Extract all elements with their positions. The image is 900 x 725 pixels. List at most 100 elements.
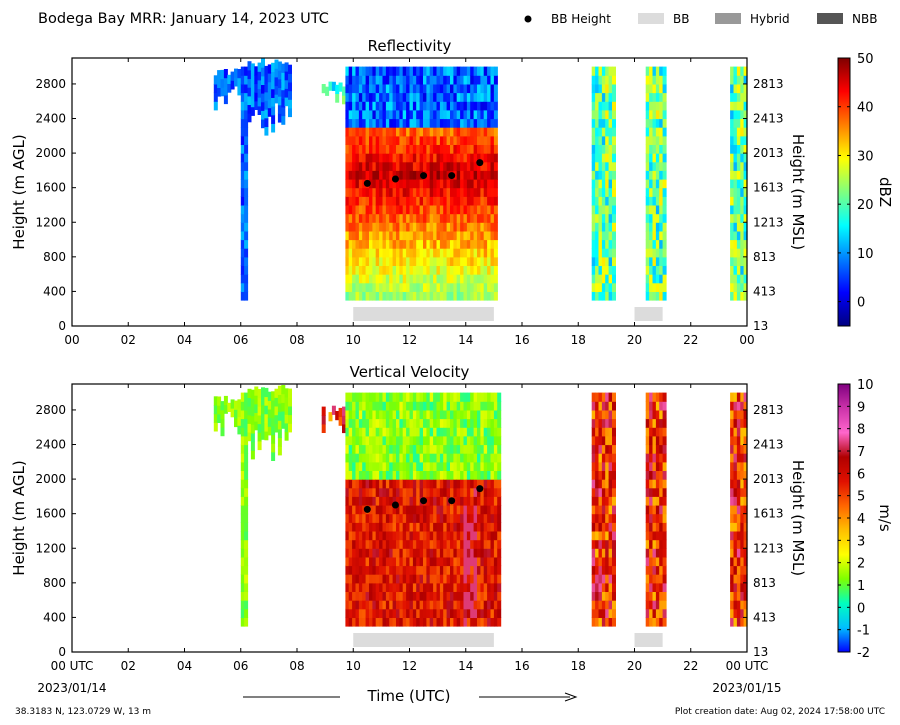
velocity-colorbar-tick-label-2: 0 xyxy=(857,601,865,616)
reflectivity-colorbar-tick-label-5: 50 xyxy=(857,52,874,67)
legend-nbb-swatch xyxy=(817,13,843,24)
velocity-y2-tick-label-1: 413 xyxy=(753,610,776,624)
velocity-colorbar-tick-label-11: 9 xyxy=(857,400,865,415)
velocity-colorbar-tick-label-9: 7 xyxy=(857,445,865,460)
reflectivity-y-tick-label-1: 400 xyxy=(43,284,66,298)
reflectivity-bb-period-1 xyxy=(634,307,663,321)
start-date-label: 2023/01/14 xyxy=(37,681,106,695)
velocity-y2-tick-label-5: 2013 xyxy=(753,472,784,486)
reflectivity-colorbar-tick-label-2: 20 xyxy=(857,198,874,213)
velocity-x-tick-label-6: 12 xyxy=(402,659,417,673)
legend-bb-swatch xyxy=(638,13,664,24)
reflectivity-x-tick-label-12: 00 xyxy=(739,333,754,347)
reflectivity-y2-tick-label-3: 1213 xyxy=(753,215,784,229)
velocity-x-tick-label-11: 22 xyxy=(683,659,698,673)
creation-date-text: Plot creation date: Aug 02, 2024 17:58:0… xyxy=(675,707,885,717)
velocity-x-tick-label-1: 02 xyxy=(121,659,136,673)
reflectivity-x-tick-label-4: 08 xyxy=(289,333,304,347)
velocity-y2-tick-label-2: 813 xyxy=(753,576,776,590)
reflectivity-x-tick-label-10: 20 xyxy=(627,333,642,347)
legend-bb-height-marker xyxy=(524,15,532,23)
velocity-colorbar-tick-label-0: -2 xyxy=(857,646,870,661)
velocity-x-tick-label-0: 00 UTC xyxy=(51,659,94,673)
reflectivity-x-tick-label-5: 10 xyxy=(346,333,361,347)
velocity-colorbar-tick-label-7: 5 xyxy=(857,490,865,505)
velocity-y-tick-label-3: 1200 xyxy=(35,541,66,555)
reflectivity-bb-height-point-3 xyxy=(448,172,456,180)
reflectivity-title: Reflectivity xyxy=(368,37,452,55)
velocity-bb-period-1 xyxy=(634,633,663,647)
velocity-y-tick-label-4: 1600 xyxy=(35,507,66,521)
velocity-bb-height-point-4 xyxy=(476,485,484,493)
legend-bb-label: BB xyxy=(673,12,689,26)
reflectivity-bb-height-point-4 xyxy=(476,159,484,167)
velocity-title: Vertical Velocity xyxy=(350,363,470,381)
reflectivity-y2-tick-label-6: 2413 xyxy=(753,112,784,126)
velocity-y2-axis-label: Height (m MSL) xyxy=(789,460,807,576)
figure-title: Bodega Bay MRR: January 14, 2023 UTC xyxy=(38,11,329,27)
velocity-y2-tick-label-6: 2413 xyxy=(753,438,784,452)
velocity-y2-tick-label-4: 1613 xyxy=(753,507,784,521)
reflectivity-x-tick-label-7: 14 xyxy=(458,333,473,347)
velocity-x-tick-label-7: 14 xyxy=(458,659,473,673)
reflectivity-y2-tick-label-7: 2813 xyxy=(753,77,784,91)
reflectivity-x-tick-label-9: 18 xyxy=(571,333,586,347)
velocity-x-tick-label-5: 10 xyxy=(346,659,361,673)
reflectivity-y-tick-label-0: 0 xyxy=(58,319,66,333)
reflectivity-y-axis-label: Height (m AGL) xyxy=(10,134,28,249)
reflectivity-y2-tick-label-1: 413 xyxy=(753,284,776,298)
velocity-x-tick-label-12: 00 UTC xyxy=(726,659,769,673)
velocity-x-tick-label-8: 16 xyxy=(514,659,529,673)
velocity-colorbar-tick-label-8: 6 xyxy=(857,467,865,482)
reflectivity-y2-axis-label: Height (m MSL) xyxy=(789,134,807,250)
legend-hybrid-swatch xyxy=(715,13,741,24)
reflectivity-y-tick-label-2: 800 xyxy=(43,250,66,264)
reflectivity-x-tick-label-6: 12 xyxy=(402,333,417,347)
reflectivity-colorbar-tick-label-3: 30 xyxy=(857,149,874,164)
velocity-y-tick-label-1: 400 xyxy=(43,610,66,624)
reflectivity-bb-height-point-1 xyxy=(391,175,399,183)
velocity-colorbar-tick-label-10: 8 xyxy=(857,423,865,438)
velocity-x-tick-label-3: 06 xyxy=(233,659,248,673)
velocity-y-tick-label-6: 2400 xyxy=(35,438,66,452)
velocity-colorbar-tick-label-3: 1 xyxy=(857,579,865,594)
velocity-colorbar-tick-label-1: -1 xyxy=(857,624,870,639)
velocity-y-tick-label-5: 2000 xyxy=(35,472,66,486)
velocity-y-tick-label-0: 0 xyxy=(58,645,66,659)
velocity-y-tick-label-7: 2800 xyxy=(35,403,66,417)
reflectivity-x-tick-label-2: 04 xyxy=(177,333,192,347)
reflectivity-colorbar xyxy=(837,57,851,327)
end-date-label: 2023/01/15 xyxy=(712,681,781,695)
time-arrow-head xyxy=(564,692,578,702)
velocity-bb-height-point-0 xyxy=(363,505,371,513)
reflectivity-bb-height-point-0 xyxy=(363,179,371,187)
reflectivity-x-tick-label-0: 00 xyxy=(64,333,79,347)
velocity-x-tick-label-10: 20 xyxy=(627,659,642,673)
reflectivity-colorbar-tick-label-1: 10 xyxy=(857,247,874,262)
reflectivity-colorbar-label: dBZ xyxy=(876,177,894,207)
location-text: 38.3183 N, 123.0729 W, 13 m xyxy=(15,707,151,717)
reflectivity-bb-height-point-2 xyxy=(420,172,428,180)
velocity-bb-height-point-2 xyxy=(420,497,428,505)
velocity-colorbar-tick-label-4: 2 xyxy=(857,557,865,572)
reflectivity-heatmap xyxy=(213,58,748,301)
velocity-x-tick-label-2: 04 xyxy=(177,659,192,673)
velocity-y2-tick-label-3: 1213 xyxy=(753,541,784,555)
reflectivity-y-tick-label-6: 2400 xyxy=(35,112,66,126)
velocity-colorbar-tick-label-6: 4 xyxy=(857,512,865,527)
x-axis-label: Time (UTC) xyxy=(367,687,451,705)
reflectivity-x-tick-label-11: 22 xyxy=(683,333,698,347)
velocity-y-axis-label: Height (m AGL) xyxy=(10,460,28,575)
reflectivity-y2-tick-label-2: 813 xyxy=(753,250,776,264)
reflectivity-y-tick-label-7: 2800 xyxy=(35,77,66,91)
reflectivity-bb-period-0 xyxy=(353,307,494,321)
legend-hybrid-label: Hybrid xyxy=(750,12,790,26)
velocity-bb-period-0 xyxy=(353,633,494,647)
reflectivity-y-tick-label-3: 1200 xyxy=(35,215,66,229)
velocity-bb-height-point-3 xyxy=(448,497,456,505)
velocity-bb-height-point-1 xyxy=(391,501,399,509)
reflectivity-x-tick-label-1: 02 xyxy=(121,333,136,347)
